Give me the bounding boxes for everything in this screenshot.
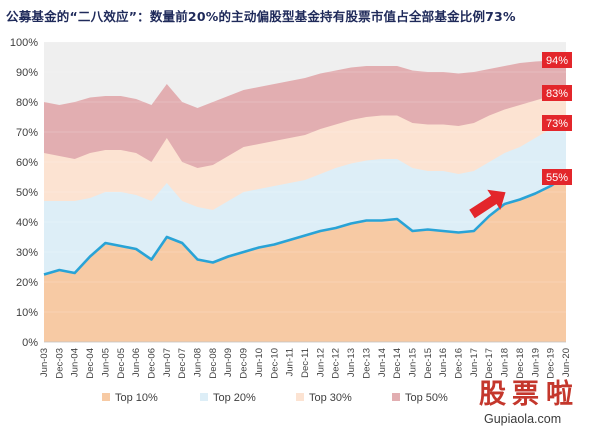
x-tick-label: Jun-20 bbox=[561, 348, 572, 377]
x-tick-label: Dec-12 bbox=[331, 348, 342, 379]
legend-item: Top 20% bbox=[200, 392, 256, 404]
y-tick-label: 10% bbox=[16, 307, 38, 319]
legend-label: Top 30% bbox=[309, 392, 352, 404]
svg-text:股: 股 bbox=[479, 379, 506, 410]
callout-text: 55% bbox=[546, 172, 568, 184]
x-tick-label: Dec-16 bbox=[454, 348, 465, 379]
legend-swatch bbox=[296, 393, 304, 401]
y-tick-label: 40% bbox=[16, 217, 38, 229]
callout-box bbox=[542, 52, 572, 68]
chart-title: 公募基金的“二八效应”：数量前20%的主动偏股型基金持有股票市值占全部基金比例7… bbox=[6, 9, 516, 24]
callout-55: 55% bbox=[542, 169, 572, 185]
x-tick-label: Dec-06 bbox=[146, 348, 157, 379]
y-tick-label: 60% bbox=[16, 157, 38, 169]
top-10-line bbox=[43, 174, 567, 276]
callout-text: 73% bbox=[546, 118, 568, 130]
legend-item: Top 50% bbox=[392, 392, 448, 404]
x-tick-label: Jun-18 bbox=[500, 348, 511, 377]
x-tick-label: Jun-08 bbox=[193, 348, 204, 377]
y-tick-label: 100% bbox=[10, 37, 38, 49]
legend-swatch bbox=[102, 393, 110, 401]
x-tick-label: Dec-15 bbox=[423, 348, 434, 379]
x-tick-label: Jun-03 bbox=[39, 348, 50, 377]
legend-label: Top 50% bbox=[405, 392, 448, 404]
x-tick-label: Jun-14 bbox=[377, 348, 388, 377]
legend-label: Top 10% bbox=[115, 392, 158, 404]
callout-text: 94% bbox=[546, 55, 568, 67]
x-tick-label: Jun-17 bbox=[469, 348, 480, 377]
watermark-logo: 股 票 啦 Gupiaola.com bbox=[479, 378, 573, 426]
x-tick-label: Dec-19 bbox=[546, 348, 557, 379]
callout-box bbox=[542, 115, 572, 131]
x-tick-label: Dec-10 bbox=[269, 348, 280, 379]
x-tick-label: Jun-04 bbox=[70, 348, 81, 377]
x-tick-label: Dec-04 bbox=[85, 348, 96, 379]
svg-text:票: 票 bbox=[512, 379, 539, 410]
legend-item: Top 30% bbox=[296, 392, 352, 404]
x-tick-label: Jun-10 bbox=[254, 348, 265, 377]
x-tick-label: Dec-09 bbox=[239, 348, 250, 379]
x-tick-label: Jun-09 bbox=[223, 348, 234, 377]
x-tick-label: Jun-15 bbox=[407, 348, 418, 377]
area-top-10- bbox=[44, 175, 566, 342]
y-tick-label: 50% bbox=[16, 187, 38, 199]
x-tick-label: Dec-07 bbox=[177, 348, 188, 379]
legend-item: Top 10% bbox=[102, 392, 158, 404]
x-tick-label: Dec-03 bbox=[54, 348, 65, 379]
x-tick-label: Dec-14 bbox=[392, 348, 403, 379]
callout-83: 83% bbox=[542, 85, 572, 101]
callout-box bbox=[542, 85, 572, 101]
callout-73: 73% bbox=[542, 115, 572, 131]
x-tick-label: Jun-05 bbox=[100, 348, 111, 377]
x-tick-label: Dec-18 bbox=[515, 348, 526, 379]
legend-swatch bbox=[200, 393, 208, 401]
y-tick-label: 30% bbox=[16, 247, 38, 259]
y-tick-label: 0% bbox=[22, 337, 38, 349]
x-tick-label: Dec-11 bbox=[300, 348, 311, 378]
x-tick-label: Jun-11 bbox=[285, 348, 296, 376]
callout-94: 94% bbox=[542, 52, 572, 68]
y-tick-label: 80% bbox=[16, 97, 38, 109]
y-tick-label: 20% bbox=[16, 277, 38, 289]
x-tick-label: Dec-13 bbox=[361, 348, 372, 379]
x-tick-label: Dec-17 bbox=[484, 348, 495, 379]
x-tick-label: Jun-19 bbox=[530, 348, 541, 377]
legend-label: Top 20% bbox=[213, 392, 256, 404]
y-tick-label: 90% bbox=[16, 67, 38, 79]
trend-arrow-icon bbox=[469, 189, 506, 219]
x-tick-label: Jun-06 bbox=[131, 348, 142, 377]
x-tick-label: Jun-16 bbox=[438, 348, 449, 377]
legend-swatch bbox=[392, 393, 400, 401]
x-tick-label: Jun-07 bbox=[162, 348, 173, 377]
svg-text:Gupiaola.com: Gupiaola.com bbox=[484, 412, 561, 426]
callout-text: 83% bbox=[546, 88, 568, 100]
y-tick-label: 70% bbox=[16, 127, 38, 139]
x-tick-label: Jun-13 bbox=[346, 348, 357, 377]
svg-text:啦: 啦 bbox=[546, 378, 573, 410]
x-tick-label: Dec-05 bbox=[116, 348, 127, 379]
x-tick-label: Jun-12 bbox=[315, 348, 326, 377]
x-tick-label: Dec-08 bbox=[208, 348, 219, 379]
callout-box bbox=[542, 169, 572, 185]
